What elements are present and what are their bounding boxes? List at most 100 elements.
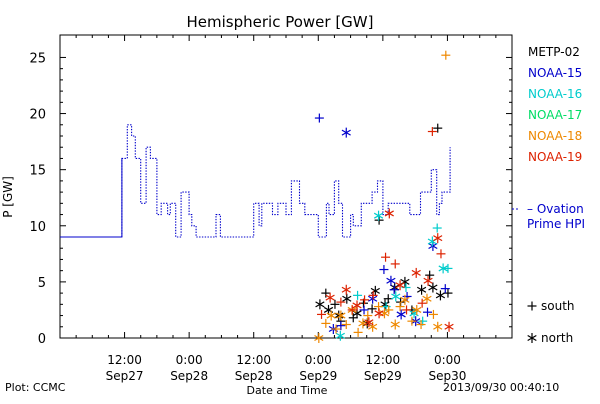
ovation-legend-label: Prime HPI [527,217,585,231]
star-stroke [400,296,410,303]
north-star-marker [384,208,394,219]
y-axis-label: P [GW] [1,176,15,218]
star-stroke [358,320,368,327]
y-tick-label: 15 [29,164,46,179]
south-plus-marker [416,320,426,330]
x-tick-label-time: 0:00 [434,353,461,367]
north-star-marker [400,294,410,305]
south-plus-marker [321,318,331,328]
y-tick-label: 20 [29,108,46,123]
south-plus-marker [321,288,331,298]
north-star-marker [391,291,401,302]
south-plus-marker [407,316,417,326]
south-plus-marker [402,305,412,315]
star-stroke [374,310,384,317]
legend-south-symbol [527,301,537,311]
x-tick-label-date: Sep28 [170,369,208,383]
star-stroke [527,334,537,342]
y-tick-label: 10 [29,220,46,235]
north-star-marker [358,318,368,329]
south-plus-marker [353,327,363,337]
north-star-marker [390,319,400,330]
south-plus-marker [367,304,377,314]
south-plus-marker [330,299,340,309]
star-stroke [341,286,351,293]
south-plus-marker [427,127,437,137]
ovation-legend-label: – Ovation [527,202,584,216]
star-stroke [352,302,362,309]
footer-timestamp: 2013/09/30 00:40:10 [443,381,560,394]
south-plus-marker [383,294,393,304]
north-star-marker [335,330,345,341]
north-star-marker [364,317,374,328]
south-plus-marker [428,309,438,319]
star-stroke [400,278,410,285]
ovation-line-dotted [121,124,451,238]
south-plus-marker [336,321,346,331]
south-plus-marker [363,311,373,321]
north-star-marker [435,290,446,301]
star-stroke [342,295,352,302]
x-tick-label-time: 12:00 [107,353,142,367]
south-plus-marker [379,265,389,275]
legend-entry-noaa-18: NOAA-18 [528,129,582,143]
star-stroke [409,310,419,317]
north-star-marker [422,293,432,304]
x-tick-label-date: Sep30 [428,369,466,383]
legend-entry-noaa-15: NOAA-15 [528,66,582,80]
south-plus-marker [417,298,427,308]
star-stroke [314,334,324,342]
legend-north-label: north [541,331,573,345]
north-star-marker [400,276,410,287]
south-plus-marker [347,305,357,315]
south-plus-marker [441,50,451,60]
south-plus-marker [341,320,351,330]
south-plus-marker [440,284,450,294]
x-tick-label-date: Sep27 [106,369,144,383]
south-plus-marker [390,259,400,269]
x-tick-label-time: 0:00 [305,353,332,367]
south-plus-marker [317,309,327,319]
south-plus-marker [336,297,346,307]
south-plus-marker [314,113,324,123]
star-stroke [325,294,335,301]
north-star-marker [438,263,448,274]
x-tick-label-date: Sep29 [299,369,337,383]
star-stroke [335,332,345,339]
north-star-marker [341,284,351,295]
x-tick-label-time: 12:00 [236,353,271,367]
legend-north-symbol [527,333,537,343]
star-stroke [422,295,432,302]
star-stroke [411,269,421,276]
north-star-marker [368,321,378,332]
north-star-marker [433,233,443,244]
footer-plot-label: Plot: CCMC [5,381,66,394]
north-star-marker [444,321,454,332]
north-star-marker [336,310,346,321]
x-axis-label: Date and Time [247,384,328,397]
star-stroke [395,282,405,289]
north-star-marker [386,275,396,286]
star-stroke [433,235,443,242]
south-plus-marker [425,270,435,280]
star-stroke [444,323,454,330]
star-stroke [364,319,374,326]
north-star-marker [352,300,362,311]
south-plus-marker [381,252,391,262]
north-star-marker [411,267,421,278]
star-stroke [412,306,422,313]
star-stroke [373,212,384,219]
star-stroke [435,292,446,299]
y-tick-label: 25 [29,51,46,66]
south-plus-marker [384,305,394,315]
north-star-marker [370,285,380,296]
south-plus-marker [432,223,442,233]
south-plus-marker [395,302,405,312]
north-star-marker [428,282,438,293]
north-star-marker [342,293,352,304]
star-stroke [423,277,433,284]
legend-entry-noaa-16: NOAA-16 [528,87,582,101]
north-star-marker [373,210,384,221]
